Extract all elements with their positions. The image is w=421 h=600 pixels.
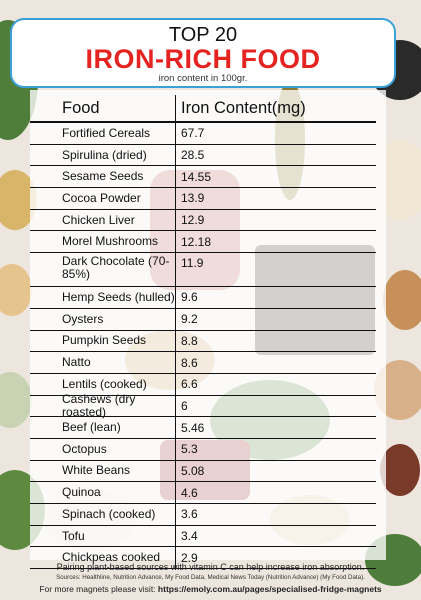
- table-row: Dark Chocolate (70-85%) 11.9: [30, 253, 376, 288]
- table-row: White Beans 5.08: [30, 460, 376, 483]
- food-name-cell: Spirulina (dried): [30, 144, 176, 166]
- footer-more: For more magnets please visit: https://e…: [0, 582, 421, 596]
- table-row: Spinach (cooked) 3.6: [30, 504, 376, 526]
- footer-link[interactable]: https://emoly.com.au/pages/specialised-f…: [157, 584, 382, 594]
- table-row: Octopus 5.3: [30, 438, 376, 461]
- table-row: Cashews (dry roasted) 6: [30, 393, 376, 418]
- footer-sources: Sources: Healthline, Nutrition Advance, …: [56, 574, 365, 581]
- iron-value-cell: 5.3: [181, 442, 198, 457]
- iron-value-cell: 11.9: [181, 256, 204, 271]
- iron-value-cell: 14.55: [181, 169, 212, 184]
- table-row: Fortified Cereals 67.7: [30, 123, 376, 145]
- iron-value-cell: 67.7: [181, 126, 205, 141]
- footer-tip: Pairing plant-based sources with vitamin…: [56, 562, 365, 572]
- food-name-cell: Natto: [30, 352, 176, 373]
- iron-value-cell: 3.4: [181, 529, 198, 544]
- footer: Pairing plant-based sources with vitamin…: [0, 562, 421, 596]
- table-row: Tofu 3.4: [30, 525, 376, 548]
- iron-value-cell: 5.46: [181, 420, 205, 435]
- iron-value-cell: 12.18: [181, 234, 212, 249]
- iron-value-cell: 8.6: [181, 355, 198, 370]
- table-row: Cocoa Powder 13.9: [30, 188, 376, 210]
- food-name-cell: Beef (lean): [30, 417, 176, 438]
- table-row: Hemp Seeds (hulled) 9.6: [30, 287, 376, 309]
- food-name-cell: Cashews (dry roasted): [30, 393, 176, 418]
- table-row: Sesame Seeds 14.55: [30, 166, 376, 189]
- table-row: Pumpkin Seeds 8.8: [30, 330, 376, 353]
- iron-value-cell: 9.6: [181, 290, 198, 305]
- table-row: Natto 8.6: [30, 352, 376, 374]
- food-name-cell: Dark Chocolate (70-85%): [30, 253, 176, 287]
- iron-value-cell: 8.8: [181, 333, 198, 348]
- food-name-cell: Chicken Liver: [30, 209, 176, 231]
- iron-table: Food Iron Content(mg) Fortified Cereals 6…: [30, 95, 376, 570]
- food-name-cell: Morel Mushrooms: [30, 231, 176, 253]
- food-name-cell: Lentils (cooked): [30, 373, 176, 395]
- table-row: Lentils (cooked) 6.6: [30, 373, 376, 396]
- food-name-cell: Quinoa: [30, 482, 176, 503]
- iron-value-cell: 3.6: [181, 507, 198, 522]
- food-name-cell: Pumpkin Seeds: [30, 330, 176, 352]
- table-row: Quinoa 4.6: [30, 482, 376, 504]
- food-name-cell: Oysters: [30, 308, 176, 330]
- column-header-food: Food: [30, 95, 176, 121]
- food-name-cell: Sesame Seeds: [30, 166, 176, 188]
- header-banner: TOP 20 IRON-RICH FOOD iron content in 10…: [10, 18, 396, 88]
- footer-more-prefix: For more magnets please visit:: [39, 584, 156, 594]
- food-name-cell: Chickpeas cooked: [30, 547, 176, 569]
- iron-value-cell: 4.6: [181, 485, 198, 500]
- iron-value-cell: 2.9: [181, 550, 198, 565]
- table-row: Chicken Liver 12.9: [30, 209, 376, 232]
- iron-value-cell: 5.08: [181, 463, 205, 478]
- iron-value-cell: 12.9: [181, 213, 205, 228]
- table-row: Chickpeas cooked 2.9: [30, 547, 376, 570]
- page-subtitle: iron content in 100gr.: [158, 73, 248, 84]
- food-name-cell: White Beans: [30, 460, 176, 482]
- food-name-cell: Spinach (cooked): [30, 504, 176, 525]
- iron-value-cell: 6: [181, 398, 188, 413]
- table-row: Oysters 9.2: [30, 308, 376, 331]
- food-name-cell: Hemp Seeds (hulled): [30, 287, 176, 308]
- table-row: Morel Mushrooms 12.18: [30, 231, 376, 254]
- table-row: Spirulina (dried) 28.5: [30, 144, 376, 167]
- table-header-row: Food Iron Content(mg): [30, 95, 376, 123]
- food-name-cell: Cocoa Powder: [30, 188, 176, 209]
- food-name-cell: Tofu: [30, 525, 176, 547]
- header-top-line: TOP 20: [168, 24, 238, 46]
- food-name-cell: Fortified Cereals: [30, 123, 176, 144]
- table-row: Beef (lean) 5.46: [30, 417, 376, 439]
- iron-value-cell: 9.2: [181, 312, 198, 327]
- iron-value-cell: 28.5: [181, 148, 205, 163]
- iron-value-cell: 13.9: [181, 191, 205, 206]
- column-header-iron: Iron Content(mg): [181, 98, 306, 117]
- page-title: IRON-RICH FOOD: [85, 44, 321, 74]
- iron-value-cell: 6.6: [181, 377, 198, 392]
- food-name-cell: Octopus: [30, 438, 176, 460]
